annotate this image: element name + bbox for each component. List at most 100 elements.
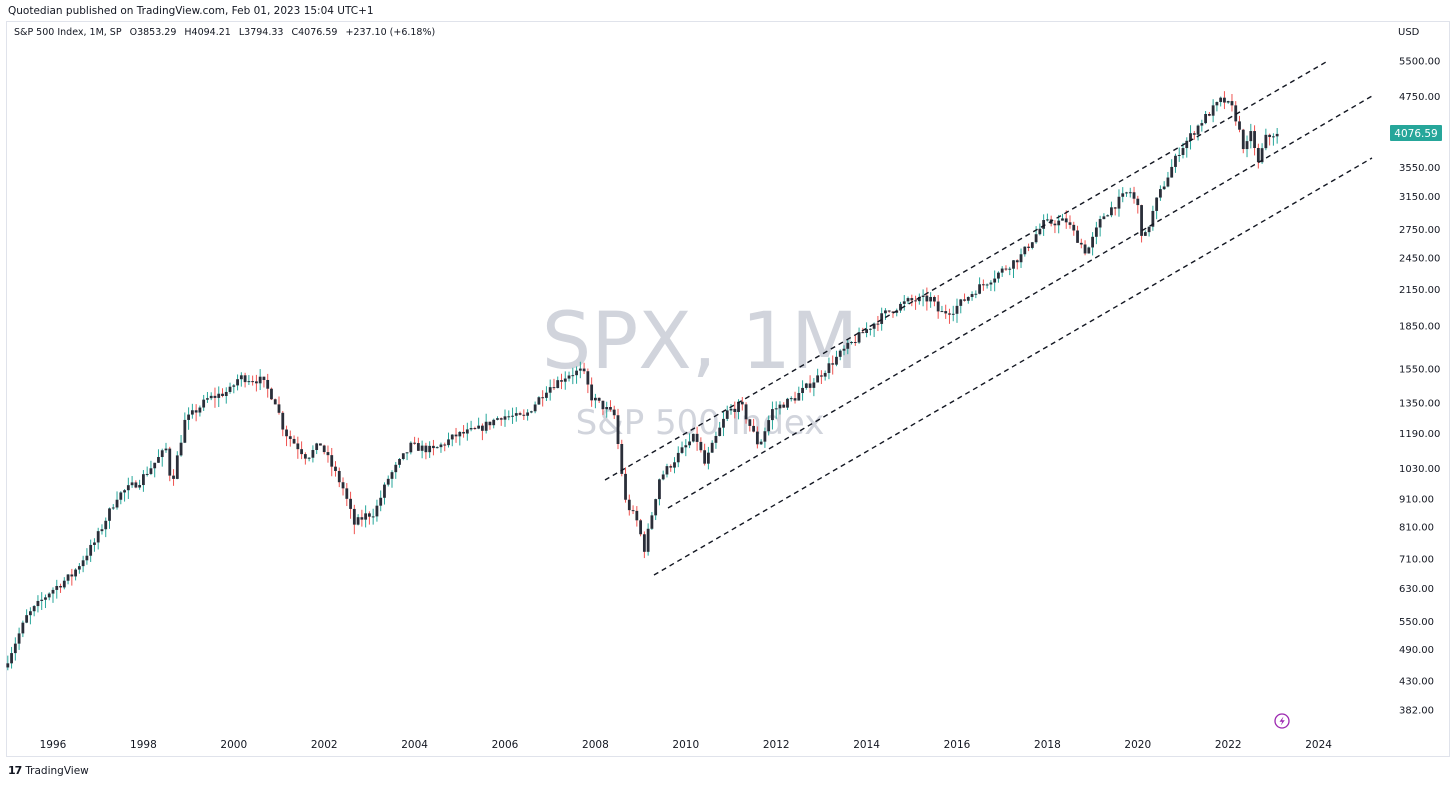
legend-change: +237.10 (+6.18%) (345, 27, 436, 38)
candle-body (974, 293, 978, 295)
x-tick-label: 2018 (1034, 739, 1061, 751)
candle-body (774, 408, 778, 410)
candle-body (650, 515, 654, 529)
candle-body (300, 449, 303, 455)
candle-body (251, 381, 255, 383)
candle-body (416, 443, 420, 451)
candle-body (360, 517, 364, 520)
candle-body (597, 397, 601, 401)
candle-body (541, 397, 545, 399)
candle-body (902, 301, 906, 304)
candle-body (966, 296, 970, 301)
candle-body (356, 517, 360, 525)
candle-body (145, 473, 149, 475)
candle-body (699, 441, 703, 451)
candle-body (100, 529, 104, 532)
candle-body (364, 513, 368, 520)
candle-body (997, 272, 1000, 279)
candle-body (232, 385, 236, 387)
price-axis[interactable]: 5500.00 4750.00 3550.00 3150.00 2750.00 2450.… (1399, 57, 1440, 717)
candle-body (612, 409, 616, 416)
candle-body (108, 508, 111, 521)
candle-body (1121, 193, 1125, 197)
candle-body (620, 444, 624, 474)
candle-body (522, 414, 526, 416)
candle-body (322, 445, 326, 453)
candle-body (292, 438, 296, 444)
candle-body (371, 516, 375, 518)
candle-body (179, 442, 183, 456)
candle-body (447, 439, 450, 446)
candle-body (526, 412, 529, 416)
candle-body (379, 497, 383, 506)
candle-body (1110, 207, 1113, 216)
candle-body (194, 410, 198, 413)
candle-body (684, 445, 688, 448)
candle-body (134, 482, 138, 488)
candle-body (435, 447, 439, 449)
y-tick-label: 550.00 (1399, 617, 1434, 628)
candle-body (330, 455, 334, 467)
event-lightning-icon[interactable] (1274, 713, 1290, 729)
candle-body (639, 520, 642, 535)
candle-body (1072, 224, 1076, 231)
last-price-marker: 4076.59 (1390, 125, 1442, 141)
candle-body (1087, 247, 1091, 254)
candle-body (970, 294, 974, 297)
y-tick-label: 3150.00 (1399, 192, 1440, 203)
candle-body (989, 282, 993, 285)
candle-body (247, 381, 251, 383)
candle-body (142, 474, 145, 486)
candle-body (1268, 134, 1272, 138)
candle-body (496, 418, 499, 420)
candle-body (880, 313, 884, 324)
candle-body (1200, 123, 1204, 126)
candle-body (748, 419, 752, 426)
x-tick-label: 2010 (672, 739, 699, 751)
candle-body (492, 419, 496, 426)
candle-body (1234, 105, 1238, 122)
candle-body (582, 368, 586, 372)
candle-body (488, 421, 492, 426)
candle-body (951, 313, 955, 315)
candle-body (383, 484, 386, 498)
candle-body (172, 475, 175, 479)
candle-body (1117, 196, 1121, 209)
candle-body (443, 444, 447, 446)
candle-body (511, 415, 514, 417)
candle-body (1094, 227, 1098, 237)
candle-body (981, 284, 985, 286)
candle-body (933, 296, 936, 302)
candle-body (801, 387, 804, 394)
candle-body (77, 566, 81, 570)
candle-body (44, 597, 47, 600)
footer-brand[interactable]: 17 TradingView (8, 764, 89, 777)
candle-body (578, 368, 582, 371)
candle-body (673, 462, 676, 468)
legend-symbol: S&P 500 Index, 1M, SP (14, 27, 122, 38)
candle-body (1113, 207, 1117, 209)
candle-body (1057, 220, 1061, 226)
candle-body (450, 434, 454, 440)
candle-body (1272, 136, 1275, 138)
candle-body (32, 606, 36, 612)
candle-body (850, 342, 853, 344)
candle-body (1030, 242, 1034, 248)
candle-body (695, 433, 699, 442)
candle-body (183, 419, 187, 443)
candle-body (288, 436, 292, 439)
candle-body (1027, 246, 1030, 248)
candle-body (1053, 223, 1057, 226)
candle-body (812, 382, 816, 388)
candle-body (767, 420, 771, 432)
candle-body (93, 542, 96, 545)
candle-body (507, 416, 511, 418)
y-tick-label: 3550.00 (1399, 163, 1440, 174)
time-axis[interactable]: 1996 1998 2000 2002 2004 2006 2008 2010 2012 2014… (40, 739, 1333, 751)
y-tick-label: 630.00 (1399, 584, 1434, 595)
candle-body (691, 433, 695, 442)
chart-frame (6, 21, 1450, 757)
candle-body (1260, 148, 1264, 163)
candle-body (1241, 129, 1245, 150)
